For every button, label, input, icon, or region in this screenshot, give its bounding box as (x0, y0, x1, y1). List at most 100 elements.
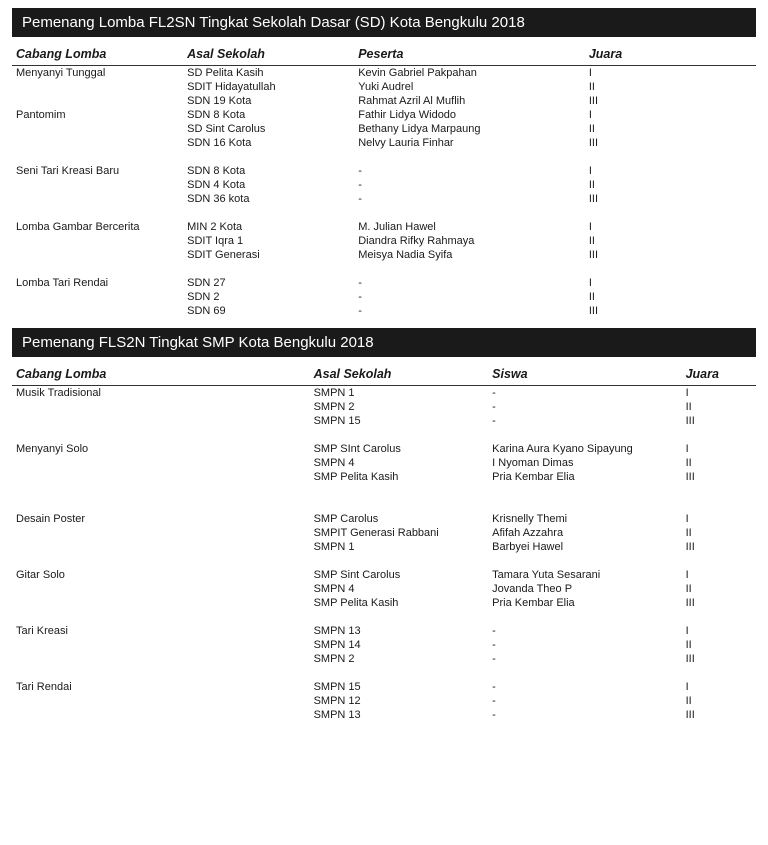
table-cell: Seni Tari Kreasi Baru (12, 164, 183, 178)
table-row: SDIT Iqra 1Diandra Rifky RahmayaII (12, 234, 756, 248)
table-cell: SDN 8 Kota (183, 164, 354, 178)
table-cell (12, 638, 310, 652)
table-cell: - (488, 386, 681, 401)
table-cell: SMPN 15 (310, 680, 489, 694)
section-title: Pemenang Lomba FL2SN Tingkat Sekolah Das… (12, 8, 756, 37)
table-row: SMPN 2-III (12, 652, 756, 666)
section-title: Pemenang FLS2N Tingkat SMP Kota Bengkulu… (12, 328, 756, 357)
table-cell: SDIT Generasi (183, 248, 354, 262)
table-row: Lomba Tari RendaiSDN 27-I (12, 276, 756, 290)
table-cell (12, 122, 183, 136)
table-row: SMPN 4Jovanda Theo PII (12, 582, 756, 596)
table-row: SDIT HidayatullahYuki AudrelII (12, 80, 756, 94)
group-gap (12, 150, 756, 164)
table-cell: SMPN 13 (310, 624, 489, 638)
table-cell: II (585, 122, 756, 136)
table-cell: II (585, 80, 756, 94)
table-cell: II (585, 234, 756, 248)
table-cell: Bethany Lidya Marpaung (354, 122, 585, 136)
table-row: SMP Pelita KasihPria Kembar EliaIII (12, 596, 756, 610)
table-cell (12, 234, 183, 248)
table-cell (12, 652, 310, 666)
table-row: Menyanyi SoloSMP SInt CarolusKarina Aura… (12, 442, 756, 456)
table-cell: SMP Pelita Kasih (310, 470, 489, 484)
table-cell: III (585, 248, 756, 262)
table-cell: Meisya Nadia Syifa (354, 248, 585, 262)
table-cell: SDN 36 kota (183, 192, 354, 206)
column-header: Juara (682, 361, 756, 386)
table-row: SDIT GenerasiMeisya Nadia SyifaIII (12, 248, 756, 262)
table-cell: III (585, 136, 756, 150)
table-cell: I (682, 568, 756, 582)
table-row: SMPN 1Barbyei HawelIII (12, 540, 756, 554)
table-cell: III (682, 540, 756, 554)
table-cell: Desain Poster (12, 512, 310, 526)
table-cell: SMPN 13 (310, 708, 489, 722)
table-cell: SDN 19 Kota (183, 94, 354, 108)
column-header: Siswa (488, 361, 681, 386)
table-row: SDN 36 kota-III (12, 192, 756, 206)
table-row: SMPN 4I Nyoman DimasII (12, 456, 756, 470)
table-cell: I (682, 624, 756, 638)
table-row: SMPIT Generasi RabbaniAfifah AzzahraII (12, 526, 756, 540)
table-cell: SMPN 14 (310, 638, 489, 652)
table-cell: - (488, 694, 681, 708)
table-cell (12, 248, 183, 262)
column-header: Peserta (354, 41, 585, 66)
table-cell: Yuki Audrel (354, 80, 585, 94)
table-cell: SMPN 15 (310, 414, 489, 428)
table-row: Gitar SoloSMP Sint CarolusTamara Yuta Se… (12, 568, 756, 582)
table-cell: I Nyoman Dimas (488, 456, 681, 470)
table-cell: SMPIT Generasi Rabbani (310, 526, 489, 540)
table-cell: I (585, 66, 756, 81)
table-cell: SDN 69 (183, 304, 354, 318)
table-cell: II (682, 400, 756, 414)
table-row: SMPN 12-II (12, 694, 756, 708)
table-cell: SDN 4 Kota (183, 178, 354, 192)
table-cell: II (585, 290, 756, 304)
table-cell: - (354, 178, 585, 192)
table-cell: III (585, 192, 756, 206)
table-cell: SDN 27 (183, 276, 354, 290)
table-cell: - (488, 624, 681, 638)
table-cell (12, 290, 183, 304)
table-cell: SMPN 4 (310, 582, 489, 596)
table-cell: III (682, 414, 756, 428)
table-cell (12, 80, 183, 94)
table-cell: I (682, 386, 756, 401)
group-gap (12, 262, 756, 276)
table-cell (12, 192, 183, 206)
table-cell: I (682, 512, 756, 526)
table-cell: II (682, 526, 756, 540)
column-header: Asal Sekolah (183, 41, 354, 66)
table-cell: I (585, 276, 756, 290)
table-row: SDN 19 KotaRahmat Azril Al MuflihIII (12, 94, 756, 108)
table-cell: SDIT Hidayatullah (183, 80, 354, 94)
table-row: Seni Tari Kreasi BaruSDN 8 Kota-I (12, 164, 756, 178)
table-cell: SD Pelita Kasih (183, 66, 354, 81)
table-cell (12, 708, 310, 722)
table-cell: - (354, 164, 585, 178)
table-cell: - (488, 708, 681, 722)
group-gap (12, 610, 756, 624)
table-cell: SMPN 4 (310, 456, 489, 470)
table-cell: Lomba Tari Rendai (12, 276, 183, 290)
group-gap (12, 206, 756, 220)
table-cell: - (488, 400, 681, 414)
table-cell: SMPN 2 (310, 652, 489, 666)
page-container: { "colors": { "header_bg": "#1a1a1a", "h… (0, 0, 768, 744)
table-cell: I (682, 680, 756, 694)
group-gap (12, 498, 756, 512)
table-cell: - (488, 652, 681, 666)
table-row: SDN 69-III (12, 304, 756, 318)
table-cell: Afifah Azzahra (488, 526, 681, 540)
table-cell (12, 694, 310, 708)
table-row: Desain PosterSMP CarolusKrisnelly ThemiI (12, 512, 756, 526)
table-cell (12, 582, 310, 596)
table-cell: - (488, 638, 681, 652)
table-cell: Tari Rendai (12, 680, 310, 694)
table-row: Menyanyi TunggalSD Pelita KasihKevin Gab… (12, 66, 756, 81)
table-cell: II (682, 694, 756, 708)
table-cell: Tari Kreasi (12, 624, 310, 638)
table-cell: SMPN 2 (310, 400, 489, 414)
